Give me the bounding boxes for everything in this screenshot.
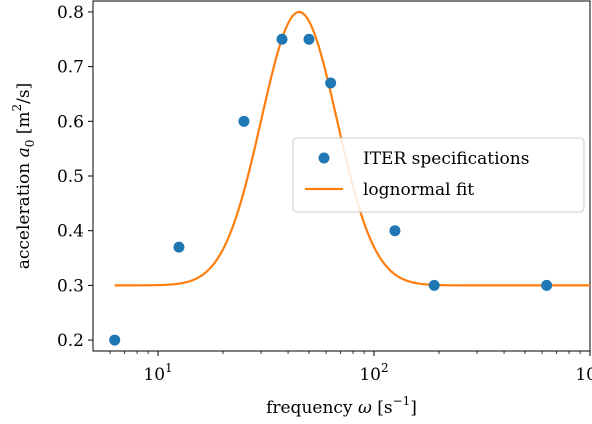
data-point [428,279,440,291]
data-point [109,334,121,346]
legend: ITER specifications lognormal fit [292,137,585,213]
y-tick-label: 0.6 [57,112,84,132]
x-axis-label: frequency ω [s−1] [266,394,417,418]
data-points-layer [109,33,553,346]
y-tick-label: 0.7 [57,58,84,78]
legend-box [292,137,585,213]
data-point [389,225,401,237]
y-axis-label: acceleration a0 [m2/s] [10,83,37,270]
data-point [541,279,553,291]
legend-label-line: lognormal fit [363,180,474,200]
y-tick-label: 0.2 [57,331,84,351]
y-tick-label: 0.3 [57,276,84,296]
legend-marker-scatter [318,152,330,164]
data-point [276,33,288,45]
data-point [173,241,185,253]
y-tick-label: 0.4 [57,222,84,242]
data-point [325,77,337,89]
legend-label-scatter: ITER specifications [363,149,529,169]
axes: 0.2 0.3 0.4 0.5 0.6 0.7 0.8 101 102 103 frequency … [10,0,592,418]
x-tick-label: 103 [575,361,592,385]
x-tick-label: 102 [359,361,388,385]
x-tick-label: 101 [143,361,172,385]
data-point [303,33,315,45]
y-tick-label: 0.8 [57,3,84,23]
data-point [238,115,250,127]
y-tick-label: 0.5 [57,167,84,187]
